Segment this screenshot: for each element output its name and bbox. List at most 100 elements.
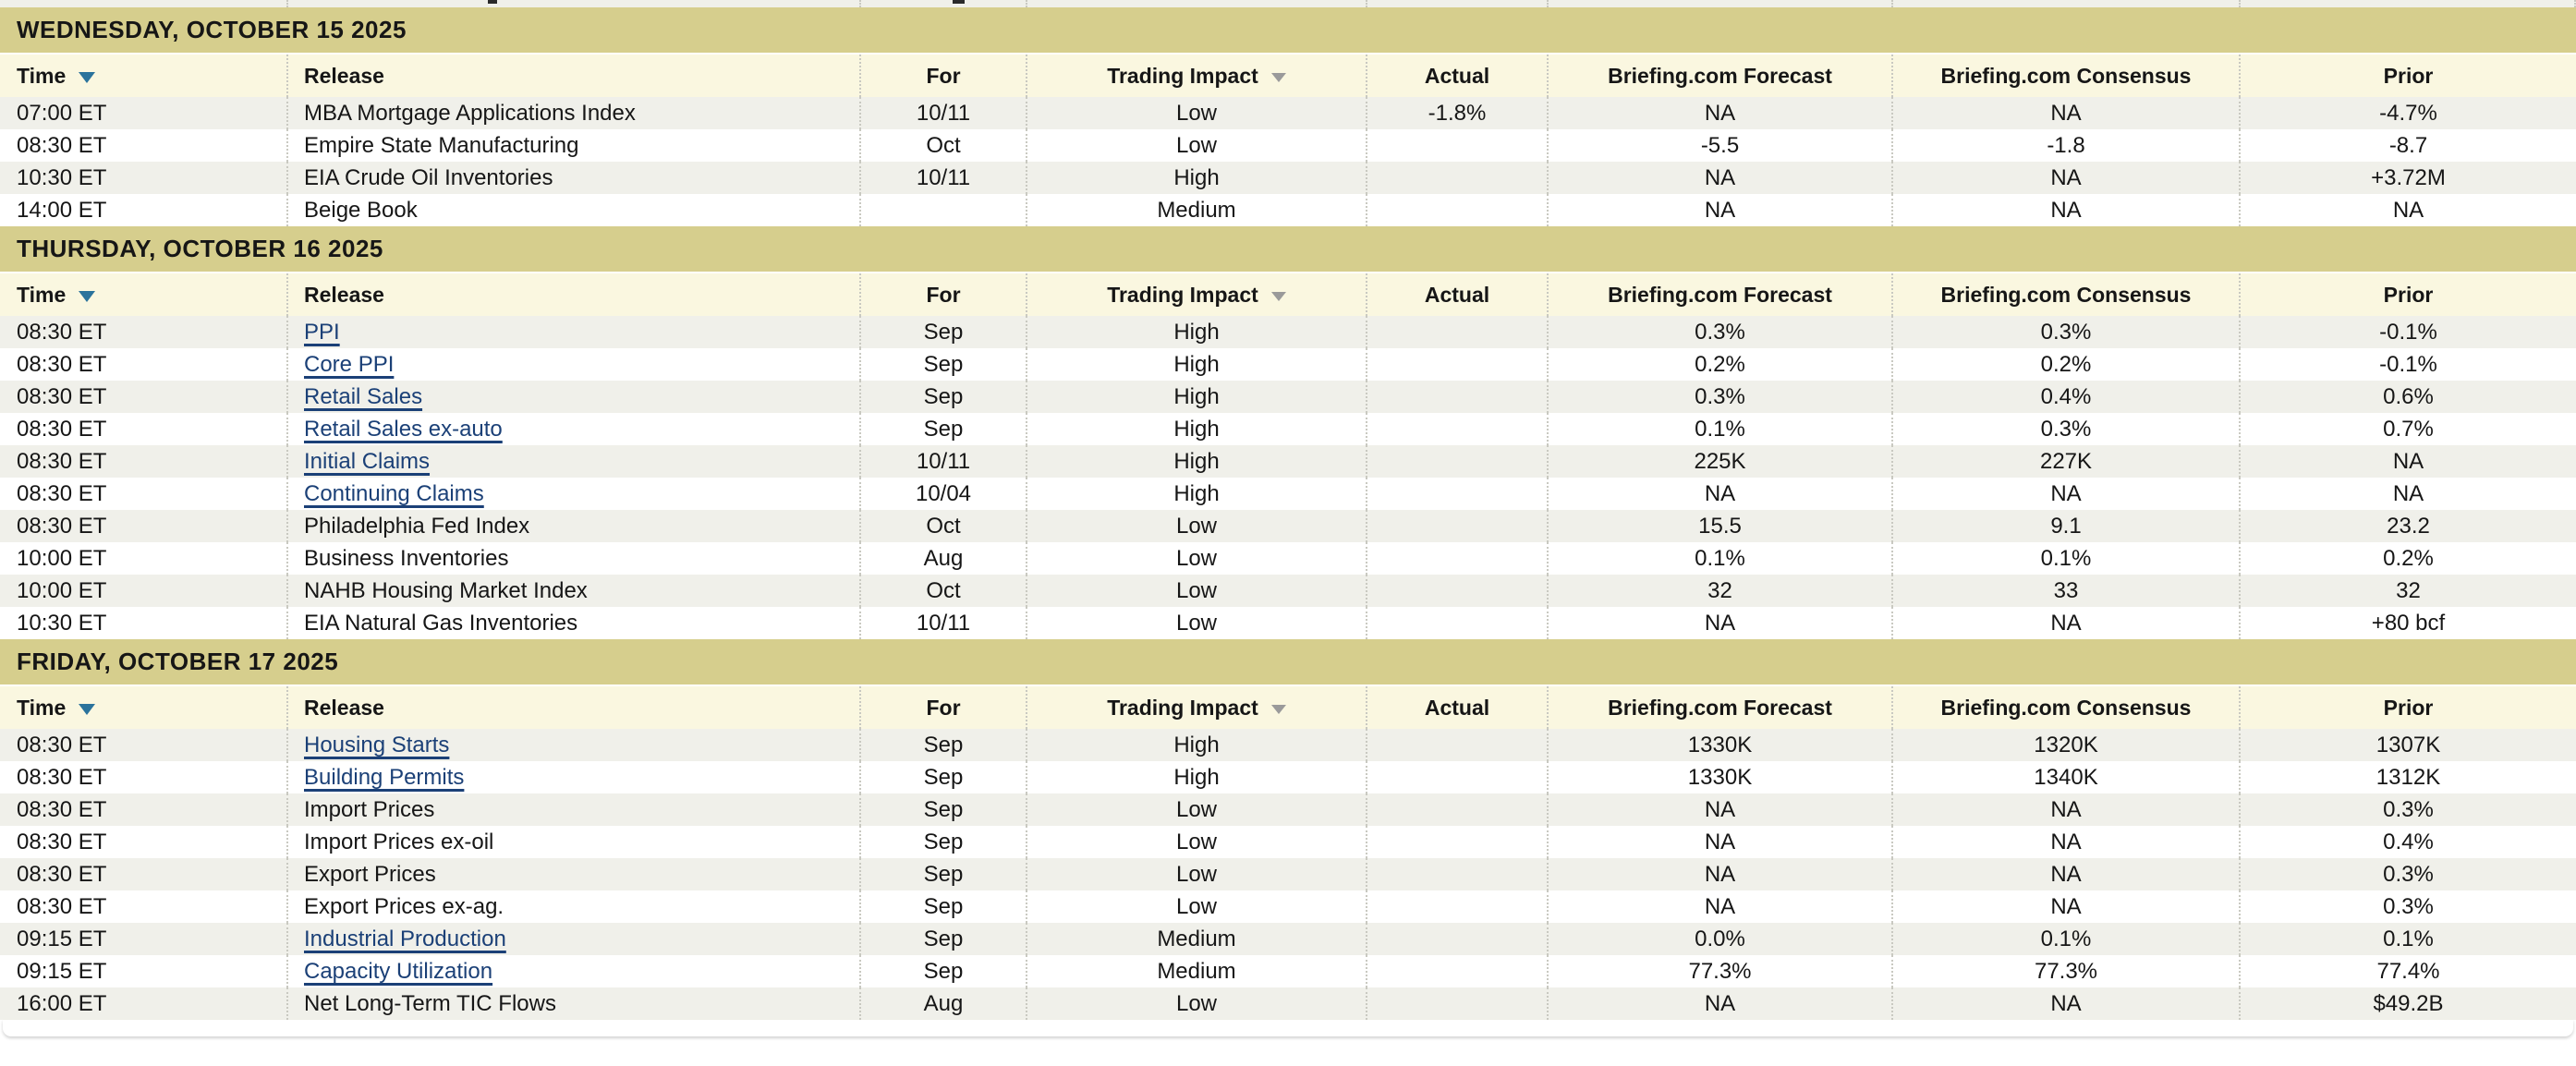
cell-impact: High [1027,162,1367,194]
release-link[interactable]: Building Permits [304,764,465,790]
cell-actual [1367,923,1549,955]
cell-text: NA [2050,893,2082,919]
cell-release: Import Prices ex-oil [288,826,861,858]
cell-text: 08:30 ET [17,829,107,854]
release-link[interactable]: Initial Claims [304,448,431,474]
cell-prior: -8.7 [2241,129,2576,162]
cell-consensus: 227K [1893,445,2241,478]
cell-text: 07:00 ET [17,100,107,126]
cell-text: 08:30 ET [17,764,107,790]
cell-actual [1367,478,1549,510]
cell-text: Sep [923,319,964,345]
cell-prior: +80 bcf [2241,607,2576,639]
cell-consensus: NA [1893,194,2241,226]
cell-impact: High [1027,413,1367,445]
cell-time: 10:00 ET [0,542,288,575]
cell-text: Sep [923,861,964,887]
column-header-label: Trading Impact [1107,63,1258,88]
cell-release: EIA Natural Gas Inventories [288,607,861,639]
cell-prior: NA [2241,194,2576,226]
column-header-impact[interactable]: Trading Impact [1027,273,1367,316]
cell-impact: Low [1027,510,1367,542]
cell-text: 0.3% [1695,383,1745,409]
release-text: Export Prices ex-ag. [304,893,504,919]
release-text: Business Inventories [304,545,509,571]
cell-for: Oct [861,129,1027,162]
cell-actual [1367,890,1549,923]
cell-text: NA [2050,164,2082,190]
release-link[interactable]: Housing Starts [304,732,450,757]
cell-text: 32 [2396,577,2421,603]
column-header-for: For [861,273,1027,316]
release-link[interactable]: PPI [304,319,340,345]
cell-text: NA [1704,990,1736,1016]
column-header-time[interactable]: Time [0,273,288,316]
cell-forecast: 32 [1549,575,1893,607]
column-header-impact[interactable]: Trading Impact [1027,686,1367,729]
cell-text: 0.3% [1695,319,1745,345]
cell-forecast: 225K [1549,445,1893,478]
cell-text: Low [1175,796,1218,822]
cell-text: NA [1704,480,1736,506]
cell-time: 08:30 ET [0,761,288,793]
calendar-day-section: THURSDAY, OCTOBER 16 2025 Time Release For T… [0,226,2576,639]
cell-consensus: 33 [1893,575,2241,607]
release-link[interactable]: Core PPI [304,351,395,377]
release-link[interactable]: Capacity Utilization [304,958,493,984]
column-header-impact[interactable]: Trading Impact [1027,55,1367,97]
calendar-day-section: WEDNESDAY, OCTOBER 15 2025 Time Release For… [0,7,2576,226]
column-header-time[interactable]: Time [0,686,288,729]
cell-actual [1367,987,1549,1020]
release-text: Export Prices [304,861,436,887]
cell-text: -8.7 [2388,132,2428,158]
cell-forecast: NA [1549,97,1893,129]
column-header-label: Actual [1424,63,1490,88]
cell-consensus: NA [1893,162,2241,194]
cell-text: NA [2050,480,2082,506]
column-header-forecast: Briefing.com Forecast [1549,686,1893,729]
release-text: Empire State Manufacturing [304,132,579,158]
release-link[interactable]: Retail Sales ex-auto [304,416,503,442]
cell-text: NA [2050,990,2082,1016]
sort-desc-icon [79,72,96,83]
cell-text: Sep [923,796,964,822]
cell-prior [2241,0,2576,7]
day-header-label: WEDNESDAY, OCTOBER 15 2025 [17,16,407,43]
column-header-row: Time Release For Trading Impact Actual Briefi… [0,53,2576,97]
cell-forecast: 0.0% [1549,923,1893,955]
cell-for: Sep [861,348,1027,381]
table-row: 08:30 ET Housing Starts Sep High 1330K 1320K 1… [0,729,2576,761]
cell-text: $49.2B [2373,990,2444,1016]
day-header: FRIDAY, OCTOBER 17 2025 [0,639,2576,684]
cell-for: Sep [861,381,1027,413]
cell-prior: 0.2% [2241,542,2576,575]
cell-text: Aug [923,990,964,1016]
cell-actual [1367,955,1549,987]
cell-text: 0.1% [2383,926,2434,951]
column-header-prior: Prior [2241,686,2576,729]
cell-text: 0.3% [2383,796,2434,822]
sort-desc-icon [1270,705,1286,714]
cell-prior: -4.7% [2241,97,2576,129]
release-link[interactable]: Industrial Production [304,926,506,951]
release-link[interactable]: Retail Sales [304,383,423,409]
cell-text: NA [2050,197,2082,223]
cell-text: NA [2392,448,2424,474]
cell-text: Sep [923,958,964,984]
cell-actual [1367,826,1549,858]
cell-text: Sep [923,926,964,951]
release-link[interactable]: Continuing Claims [304,480,484,506]
cell-release: Retail Sales [288,381,861,413]
column-header-time[interactable]: Time [0,55,288,97]
cell-text: 1340K [2034,764,2098,790]
cell-release: Housing Starts [288,729,861,761]
cell-forecast: NA [1549,987,1893,1020]
column-header-label: Release [304,63,384,88]
column-header-label: Briefing.com Consensus [1940,282,2192,307]
cell-text: 08:30 ET [17,796,107,822]
cell-forecast: -5.5 [1549,129,1893,162]
table-row: 08:30 ET Initial Claims 10/11 High 225K 227K N… [0,445,2576,478]
cell-text: 0.3% [2040,416,2092,442]
cell-text: 0.2% [2040,351,2092,377]
cell-text: NA [2050,796,2082,822]
